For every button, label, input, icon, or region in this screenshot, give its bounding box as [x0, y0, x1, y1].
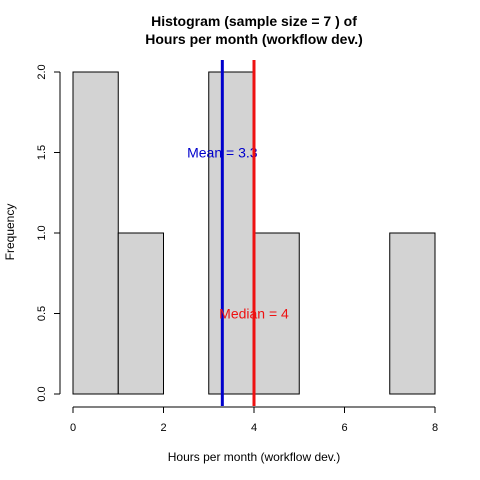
y-tick-label: 0.0 [36, 386, 48, 401]
median-label: Median = 4 [219, 306, 289, 322]
x-axis-label: Hours per month (workflow dev.) [168, 450, 341, 464]
x-tick-label: 8 [432, 422, 438, 434]
y-axis-label: Frequency [3, 204, 17, 261]
chart-title-line-1: Histogram (sample size = 7 ) of [151, 13, 357, 29]
y-tick-label: 1.5 [36, 145, 48, 160]
histogram-bar [73, 72, 118, 394]
x-tick-label: 2 [160, 422, 166, 434]
y-tick-label: 0.5 [36, 306, 48, 321]
chart-title-line-2: Hours per month (workflow dev.) [145, 31, 363, 47]
x-axis: 0 2 4 6 8 [70, 407, 438, 434]
histogram-bar [209, 72, 254, 394]
histogram-bar [118, 233, 163, 394]
mean-label: Mean = 3.3 [187, 145, 258, 161]
y-tick-label: 1.0 [36, 225, 48, 240]
y-tick-label: 2.0 [36, 64, 48, 79]
x-tick-label: 4 [251, 422, 257, 434]
x-tick-label: 0 [70, 422, 76, 434]
histogram-bar [390, 233, 435, 394]
y-axis: 0.0 0.5 1.0 1.5 2.0 [36, 64, 60, 401]
x-tick-label: 6 [341, 422, 347, 434]
